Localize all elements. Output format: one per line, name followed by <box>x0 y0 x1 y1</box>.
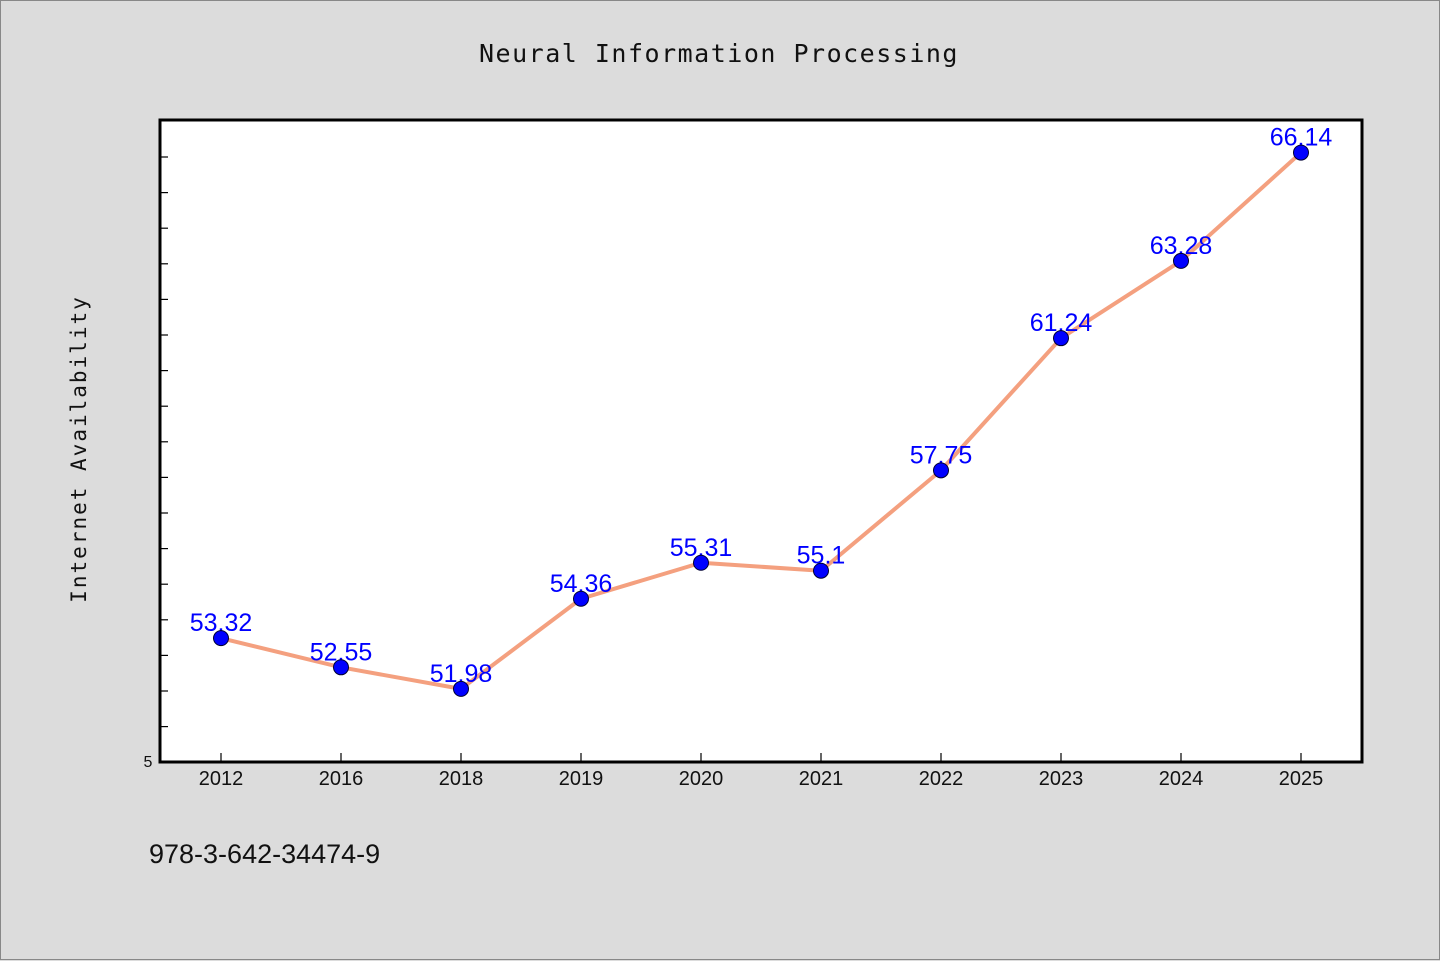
series-line <box>220 151 1303 691</box>
chart-title: Neural Information Processing <box>479 39 959 68</box>
x-tick-label: 2025 <box>1279 768 1324 790</box>
data-point <box>1173 252 1189 269</box>
x-tick-label: 2023 <box>1039 768 1084 790</box>
data-point <box>213 630 229 647</box>
x-tick-label: 2016 <box>319 768 364 790</box>
plot-area <box>158 118 1364 764</box>
y-axis-ticks <box>160 156 168 728</box>
data-point <box>453 680 469 697</box>
x-tick-label: 2022 <box>919 768 964 790</box>
x-tick-label: 2019 <box>559 768 604 790</box>
data-point <box>1293 144 1309 161</box>
data-point <box>573 590 589 607</box>
x-axis-ticks: 2012 2016 2018 2019 2020 2021 2022 2023 2024 2025 <box>199 753 1324 790</box>
x-tick-label: 2012 <box>199 768 244 790</box>
x-tick-label: 2021 <box>799 768 844 790</box>
data-point <box>813 562 829 579</box>
y-axis-label: Internet Availability <box>67 295 91 603</box>
x-tick-label: 2018 <box>439 768 484 790</box>
data-point <box>693 554 709 571</box>
footer-isbn: 978-3-642-34474-9 <box>149 839 380 869</box>
y-tick-label: 5 <box>144 754 153 771</box>
x-tick-label: 2020 <box>679 768 724 790</box>
data-point <box>333 659 349 676</box>
data-point <box>933 462 949 479</box>
x-tick-label: 2024 <box>1159 768 1204 790</box>
data-point <box>1053 330 1069 347</box>
